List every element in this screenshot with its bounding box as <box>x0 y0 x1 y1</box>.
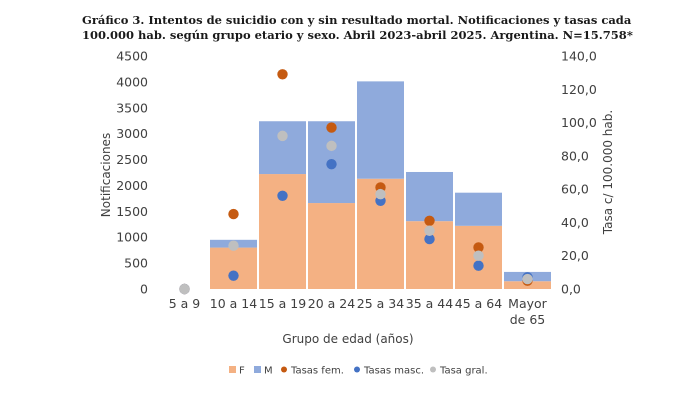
rate-points-layer <box>179 69 533 295</box>
y-axis-title: Notificaciones <box>99 133 113 217</box>
x-tick-label: de 65 <box>510 312 546 327</box>
y-tick-label: 1500 <box>116 204 148 219</box>
dot-tasa-gral--7 <box>522 273 533 285</box>
dot-tasas-masc--2 <box>277 190 288 201</box>
y2-tick-label: 0,0 <box>561 282 581 297</box>
legend-marker <box>354 366 360 373</box>
dot-tasas-masc--5 <box>424 233 435 245</box>
y2-tick-label: 120,0 <box>561 82 597 97</box>
dot-tasas-fem--1 <box>228 208 239 220</box>
y2-tick-label: 20,0 <box>561 248 589 263</box>
bar-f-1 <box>210 247 257 289</box>
bar-m-2 <box>259 121 306 175</box>
bars-layer <box>210 81 551 289</box>
dot-tasas-fem--5 <box>424 215 435 226</box>
y-tick-label: 2000 <box>116 178 148 193</box>
bar-f-3 <box>308 203 355 289</box>
x-tick-label: 20 a 24 <box>308 296 355 311</box>
legend-swatch <box>254 366 261 373</box>
bar-m-6 <box>455 192 502 226</box>
y2-tick-label: 100,0 <box>561 115 597 130</box>
dot-tasa-gral--1 <box>228 240 239 251</box>
legend-marker <box>430 366 436 373</box>
y-tick-label: 500 <box>124 256 148 271</box>
y-tick-label: 4500 <box>116 49 148 64</box>
x-tick-label: 15 a 19 <box>259 296 306 311</box>
y-tick-labels: 0 500 1000 1500 2000 2500 3000 3500 4000 4500 <box>116 49 148 297</box>
legend-label: F <box>239 366 245 377</box>
axis-layer: Notificaciones Tasa c/ 100.000 hab. Grup… <box>99 110 615 346</box>
x-tick-labels: 5 a 9 10 a 14 15 a 19 20 a 24 25 a 34 35 a 44… <box>169 296 548 327</box>
y-tick-label: 1000 <box>116 230 148 245</box>
bar-m-4 <box>357 81 404 179</box>
dot-tasas-fem--3 <box>326 122 337 133</box>
y-tick-label: 0 <box>140 282 148 297</box>
y-tick-label: 4000 <box>116 74 148 89</box>
x-tick-label: Mayor <box>508 296 547 311</box>
x-tick-label: 10 a 14 <box>210 296 257 311</box>
x-tick-label: 45 a 64 <box>455 296 502 311</box>
y-tick-label: 3500 <box>116 100 148 115</box>
legend: F M Tasas fem. Tasas masc. Tasa gral. <box>229 366 488 377</box>
dot-tasa-gral--2 <box>277 130 288 142</box>
legend-marker <box>281 366 287 373</box>
legend-label: Tasa gral. <box>439 366 488 377</box>
dot-tasas-fem--2 <box>277 69 288 80</box>
y2-tick-labels: 0,0 20,0 40,0 60,0 80,0 100,0 120,0 140,0 <box>561 49 597 297</box>
y2-axis-title: Tasa c/ 100.000 hab. <box>601 110 615 235</box>
dot-tasa-gral--5 <box>424 225 435 236</box>
y-tick-label: 3000 <box>116 126 148 141</box>
y2-tick-label: 140,0 <box>561 49 597 64</box>
x-axis-title: Grupo de edad (años) <box>282 332 413 346</box>
legend-swatch <box>229 366 236 373</box>
y2-tick-label: 60,0 <box>561 182 589 197</box>
legend-label: M <box>264 366 273 377</box>
dot-tasa-gral--6 <box>473 250 484 261</box>
dot-tasa-gral--4 <box>375 188 386 200</box>
y2-tick-label: 80,0 <box>561 148 589 163</box>
dot-tasas-masc--6 <box>473 260 484 271</box>
x-tick-label: 25 a 34 <box>357 296 404 311</box>
y2-tick-label: 40,0 <box>561 215 589 230</box>
dot-tasa-gral--0 <box>179 283 190 295</box>
legend-label: Tasas masc. <box>363 366 424 377</box>
bar-m-5 <box>406 171 453 222</box>
chart-title: Gráfico 3. Intentos de suicidio con y si… <box>82 13 633 42</box>
dot-tasas-masc--3 <box>326 158 337 170</box>
dot-tasas-masc--1 <box>228 270 239 281</box>
legend-label: Tasas fem. <box>290 366 344 377</box>
x-tick-label: 5 a 9 <box>169 296 201 311</box>
x-tick-label: 35 a 44 <box>406 296 453 311</box>
y-tick-label: 2500 <box>116 152 148 167</box>
dot-tasas-fem--6 <box>473 242 484 253</box>
dot-tasa-gral--3 <box>326 140 337 152</box>
